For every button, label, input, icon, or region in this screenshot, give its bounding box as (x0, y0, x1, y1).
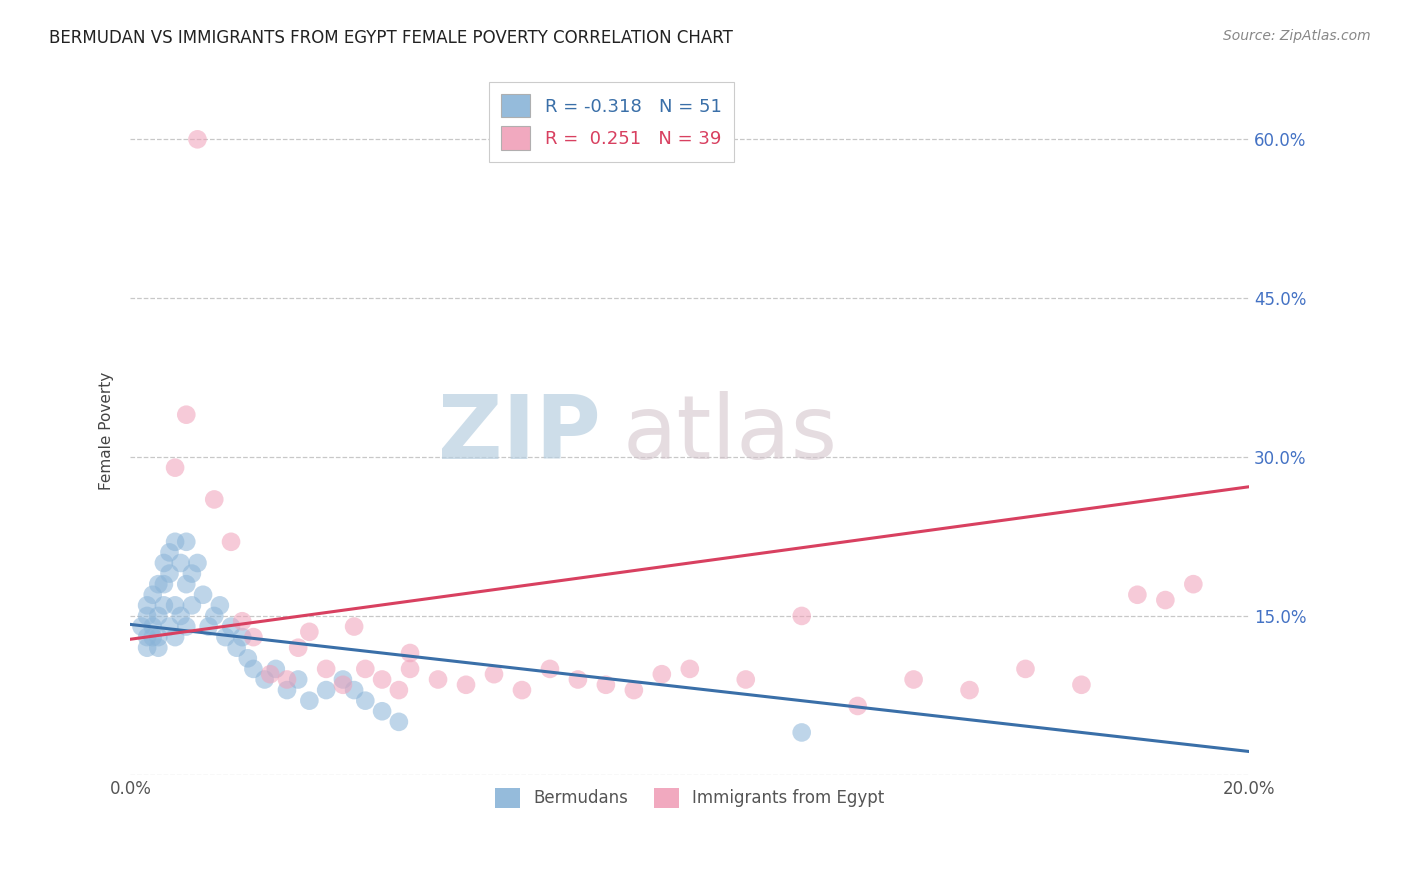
Point (790, 725, 813, 739)
Text: atlas: atlas (623, 391, 838, 477)
Point (153, 577, 176, 591)
Point (276, 683, 298, 698)
Point (148, 609, 170, 624)
Point (208, 599, 231, 613)
Point (287, 640, 309, 655)
Point (259, 667, 281, 681)
Point (148, 630, 170, 644)
Point (298, 694, 321, 708)
Point (315, 683, 337, 698)
Point (354, 694, 377, 708)
Point (1182, 577, 1205, 591)
Point (153, 599, 176, 613)
Point (1014, 662, 1036, 676)
Point (846, 698, 869, 713)
Point (567, 673, 589, 687)
Point (242, 662, 264, 676)
Point (1126, 588, 1149, 602)
Point (202, 609, 225, 624)
Point (679, 662, 702, 676)
Point (214, 630, 236, 644)
Point (276, 673, 298, 687)
Point (734, 673, 756, 687)
Point (136, 640, 159, 655)
Text: Source: ZipAtlas.com: Source: ZipAtlas.com (1223, 29, 1371, 43)
Point (253, 673, 276, 687)
Point (219, 534, 242, 549)
Point (131, 619, 153, 633)
Point (595, 678, 617, 692)
Point (959, 683, 981, 698)
Point (180, 566, 202, 581)
Point (454, 678, 477, 692)
Point (388, 714, 411, 729)
Point (1070, 678, 1092, 692)
Point (264, 662, 287, 676)
Point (142, 619, 165, 633)
Point (371, 704, 394, 718)
Point (174, 577, 197, 591)
Point (315, 662, 337, 676)
Point (148, 640, 170, 655)
Point (482, 667, 505, 681)
Point (538, 662, 561, 676)
Point (174, 408, 197, 422)
Point (165, 630, 187, 644)
Point (231, 630, 253, 644)
Point (903, 673, 925, 687)
Point (1154, 593, 1177, 607)
Point (219, 619, 242, 633)
Point (165, 534, 187, 549)
Point (343, 683, 366, 698)
Point (399, 646, 422, 660)
Point (170, 609, 193, 624)
Point (186, 132, 208, 146)
Point (623, 683, 645, 698)
Point (136, 609, 159, 624)
Point (159, 619, 181, 633)
Point (354, 662, 377, 676)
Point (790, 609, 813, 624)
Point (197, 619, 219, 633)
Point (427, 673, 450, 687)
Point (343, 619, 366, 633)
Point (153, 556, 176, 570)
Point (180, 599, 202, 613)
Point (186, 556, 208, 570)
Text: BERMUDAN VS IMMIGRANTS FROM EGYPT FEMALE POVERTY CORRELATION CHART: BERMUDAN VS IMMIGRANTS FROM EGYPT FEMALE… (49, 29, 733, 46)
Point (651, 667, 673, 681)
Point (242, 630, 264, 644)
Point (191, 588, 214, 602)
Point (159, 545, 181, 559)
Y-axis label: Female Poverty: Female Poverty (100, 371, 114, 490)
Point (371, 673, 394, 687)
Legend: Bermudans, Immigrants from Egypt: Bermudans, Immigrants from Egypt (489, 781, 891, 814)
Point (165, 599, 187, 613)
Text: ZIP: ZIP (437, 391, 600, 477)
Point (170, 556, 193, 570)
Point (399, 662, 422, 676)
Point (142, 630, 165, 644)
Point (287, 673, 309, 687)
Point (142, 588, 165, 602)
Point (174, 619, 197, 633)
Point (148, 577, 170, 591)
Point (136, 630, 159, 644)
Point (332, 673, 354, 687)
Point (388, 683, 411, 698)
Point (510, 683, 533, 698)
Point (159, 566, 181, 581)
Point (136, 599, 159, 613)
Point (231, 614, 253, 628)
Point (202, 492, 225, 507)
Point (298, 624, 321, 639)
Point (225, 640, 247, 655)
Point (174, 534, 197, 549)
Point (236, 651, 259, 665)
Point (332, 678, 354, 692)
Point (165, 460, 187, 475)
